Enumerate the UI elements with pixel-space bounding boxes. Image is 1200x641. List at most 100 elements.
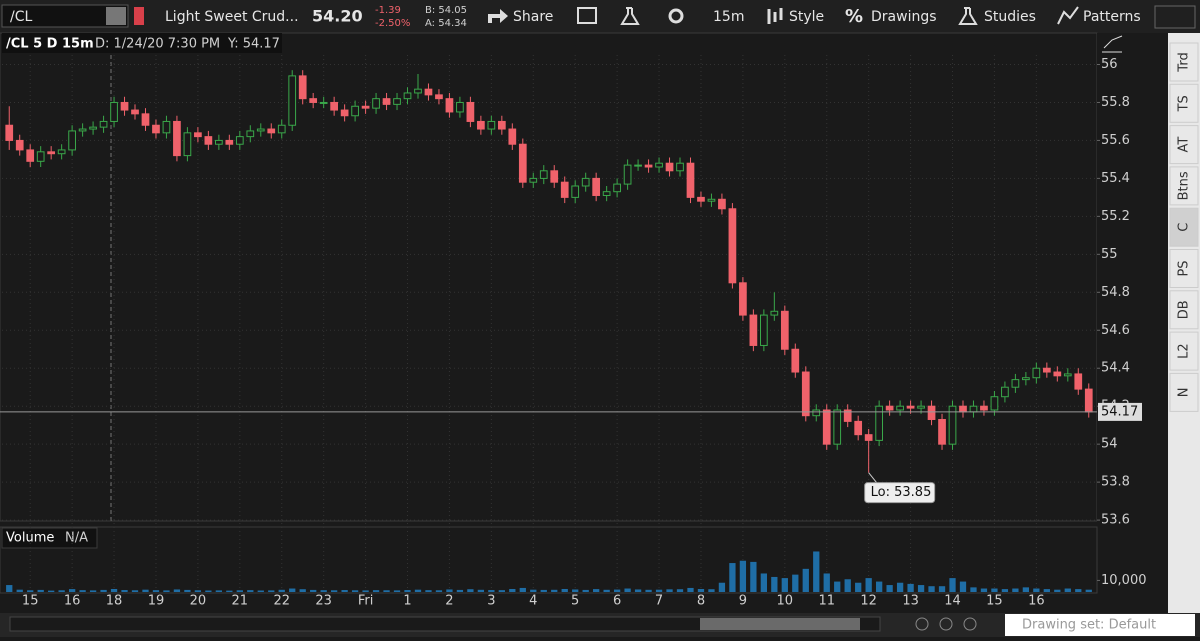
side-tab-label: C: [1177, 223, 1192, 232]
volume-bar: [781, 578, 788, 592]
button-label[interactable]: 15m: [713, 9, 744, 25]
y-tick-label: 55.6: [1101, 133, 1130, 148]
price-label: 54.17: [1101, 404, 1138, 419]
volume-bar: [991, 588, 998, 592]
more-button[interactable]: [1154, 5, 1196, 29]
volume-bar: [802, 568, 809, 592]
side-tab[interactable]: [1169, 331, 1199, 371]
studies-button[interactable]: Studies: [958, 7, 1036, 25]
x-tick-label: 5: [571, 594, 579, 609]
candle-body: [288, 75, 297, 126]
candle-body: [822, 409, 831, 445]
candle-body: [330, 101, 338, 111]
side-tab[interactable]: [1169, 249, 1199, 288]
candle-body: [917, 405, 925, 409]
symbol-dropdown[interactable]: [106, 7, 126, 25]
side-tab-label: L2: [1177, 343, 1192, 359]
candle-body: [560, 181, 569, 198]
low-marker: [868, 472, 878, 483]
candle-body: [990, 396, 999, 411]
candle-body: [1053, 371, 1062, 377]
button-label: Studies: [984, 9, 1036, 25]
zoom-icons[interactable]: [915, 617, 977, 631]
alert-icon[interactable]: [577, 7, 597, 24]
candle-body: [707, 198, 716, 202]
low-label-box: [864, 482, 936, 504]
volume-bar: [907, 583, 914, 592]
y-tick-label: 55.2: [1101, 209, 1130, 224]
volume-bar: [310, 589, 317, 592]
side-tab[interactable]: [1169, 166, 1199, 206]
volume-bar: [268, 590, 275, 592]
candle-body: [1001, 386, 1009, 398]
candle-body: [1032, 367, 1041, 379]
candle-body: [655, 162, 663, 168]
volume-bar: [823, 573, 830, 592]
volume-bar: [1085, 589, 1092, 592]
drawing-set-box[interactable]: [1005, 614, 1195, 636]
x-tick-label: 23: [315, 594, 332, 609]
volume-tick-label: 10,000: [1101, 573, 1147, 588]
candle-body: [215, 139, 223, 145]
candle-body: [340, 109, 349, 117]
style-button[interactable]: Style: [767, 8, 824, 25]
volume-bar: [467, 589, 474, 592]
volume-bar: [729, 563, 736, 592]
x-tick-label: 19: [148, 594, 165, 609]
y-readout: Y: 54.17: [227, 37, 280, 52]
scroll-thumb[interactable]: [700, 618, 860, 630]
candle-body: [382, 98, 391, 105]
candle-body: [1011, 379, 1020, 388]
volume-bar: [341, 590, 348, 592]
share-button[interactable]: Share: [488, 9, 553, 25]
patterns-button[interactable]: Patterns: [1057, 6, 1141, 25]
volume-bar: [844, 579, 851, 592]
volume-bar: [236, 590, 243, 592]
volume-bar: [519, 587, 526, 592]
side-tab[interactable]: [1169, 125, 1199, 165]
volume-bar: [917, 585, 925, 592]
y-tick-label: 56: [1101, 57, 1118, 72]
candle-body: [246, 130, 255, 138]
candle-body: [843, 409, 852, 422]
x-tick-label: 8: [697, 594, 705, 609]
candle-body: [980, 405, 988, 411]
symbol-box[interactable]: [1, 4, 129, 28]
volume-bar: [194, 590, 202, 592]
candle-body: [414, 88, 422, 94]
volume-bar: [68, 589, 76, 592]
side-tab[interactable]: [1169, 207, 1199, 247]
side-tab[interactable]: [1169, 372, 1199, 412]
x-tick-label: 9: [739, 594, 747, 609]
volume-bar: [865, 578, 872, 592]
drawings-button[interactable]: % Drawings: [845, 6, 937, 27]
volume-bar: [1033, 588, 1040, 592]
flask-icon[interactable]: [620, 7, 640, 25]
side-tab[interactable]: [1169, 42, 1199, 82]
volume-bar: [289, 588, 296, 592]
volume-bar: [215, 590, 222, 592]
expand-icon[interactable]: [1102, 35, 1123, 53]
volume-bar: [425, 590, 432, 592]
side-tab[interactable]: [1169, 290, 1199, 330]
volume-bar: [226, 590, 233, 592]
settings-icon[interactable]: [668, 8, 684, 24]
volume-bar: [676, 589, 684, 592]
volume-bar: [959, 581, 967, 592]
volume-bar: [876, 581, 883, 592]
last-price: 54.20: [312, 7, 363, 26]
side-tab[interactable]: [1169, 83, 1199, 123]
candle-body: [676, 162, 684, 172]
volume-bar: [792, 574, 799, 592]
candle-body: [780, 310, 789, 350]
candle-body: [896, 405, 904, 411]
link-icon[interactable]: [134, 7, 144, 25]
volume-bar: [561, 588, 568, 592]
x-tick-label: 7: [655, 594, 663, 609]
volume-bar: [383, 590, 390, 592]
volume-bar: [949, 578, 956, 592]
volume-bar: [100, 589, 107, 592]
scroll-track[interactable]: [9, 616, 881, 632]
candle-body: [644, 164, 653, 168]
